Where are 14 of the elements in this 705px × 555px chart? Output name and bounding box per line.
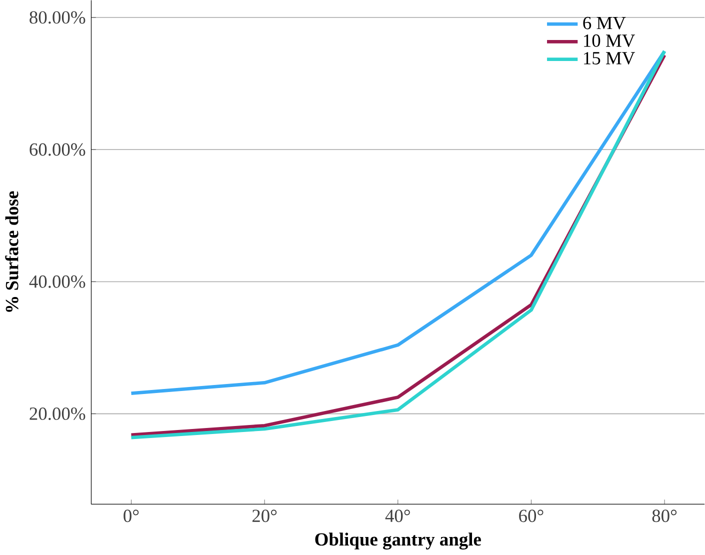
x-tick-label: 80° [652,510,677,522]
y-tick-label: 60.00% [30,143,86,156]
y-tick-label: 40.00% [29,276,86,288]
y-tick-label: 80.00% [30,11,86,24]
legend-label: 6 MV [583,16,626,30]
y-axis-title: % Surface dose [5,191,18,312]
x-axis-title: Oblique gantry angle [315,532,481,550]
x-tick-label: 20° [252,510,277,522]
y-tick-label: 20.00% [30,408,86,420]
x-tick-label: 40° [385,510,410,522]
x-tick-label: 0° [124,510,139,522]
legend-label: 15 MV [584,52,635,65]
x-tick-label: 60° [519,510,544,522]
legend-label: 10 MV [584,34,635,48]
